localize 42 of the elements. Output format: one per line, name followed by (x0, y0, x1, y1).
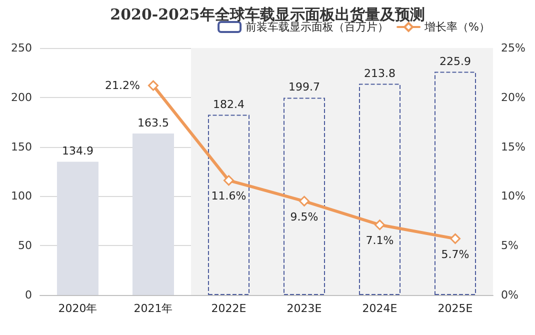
y2-tick-label: 20% (501, 90, 526, 104)
y-tick-label: 150 (11, 140, 32, 154)
y2-tick-label: 10% (501, 190, 526, 203)
bar (208, 114, 250, 295)
y-tick-label: 200 (11, 90, 32, 104)
y2-tick-label: 25% (501, 42, 526, 54)
data-label: 9.5% (290, 210, 318, 224)
x-tick-label: 2025E (438, 302, 473, 315)
data-label: 7.1% (366, 234, 394, 248)
y2-tick-label: 15% (501, 140, 526, 154)
point (374, 220, 385, 230)
data-label: 182.4 (213, 98, 244, 111)
x-tick-label: 2022E (211, 302, 246, 315)
y-tick-label: 100 (11, 190, 32, 203)
data-label: 11.6% (211, 190, 246, 203)
data-label: 21.2% (105, 79, 140, 92)
bar (132, 133, 174, 295)
data-label: 225.9 (440, 54, 471, 68)
x-tick-label: 2023E (286, 302, 322, 315)
bar (56, 162, 99, 295)
data-label: 134.9 (62, 144, 94, 158)
point (299, 196, 310, 206)
point (224, 175, 234, 186)
y-tick-label: 250 (11, 42, 32, 54)
data-label: 199.7 (288, 80, 320, 94)
data-label: 213.8 (364, 66, 396, 80)
y-tick-label: 50 (18, 239, 32, 252)
x-tick-label: 2020年 (58, 302, 98, 315)
data-label: 5.7% (441, 248, 470, 261)
y-tick-label: 0 (25, 288, 32, 302)
x-tick-label: 2024E (362, 302, 398, 315)
data-label: 163.5 (138, 116, 169, 130)
point (450, 233, 460, 244)
bar (434, 72, 476, 295)
point (148, 80, 158, 91)
bar (283, 98, 326, 295)
x-tick-label: 2021年 (134, 302, 173, 315)
bar (358, 84, 401, 295)
legend-label: 前装车载显示面板（百万片） (246, 20, 389, 34)
y2-tick-label: 5% (501, 239, 518, 252)
y2-tick-label: 0% (501, 288, 518, 302)
legend-label: 增长率（%） (424, 20, 490, 34)
